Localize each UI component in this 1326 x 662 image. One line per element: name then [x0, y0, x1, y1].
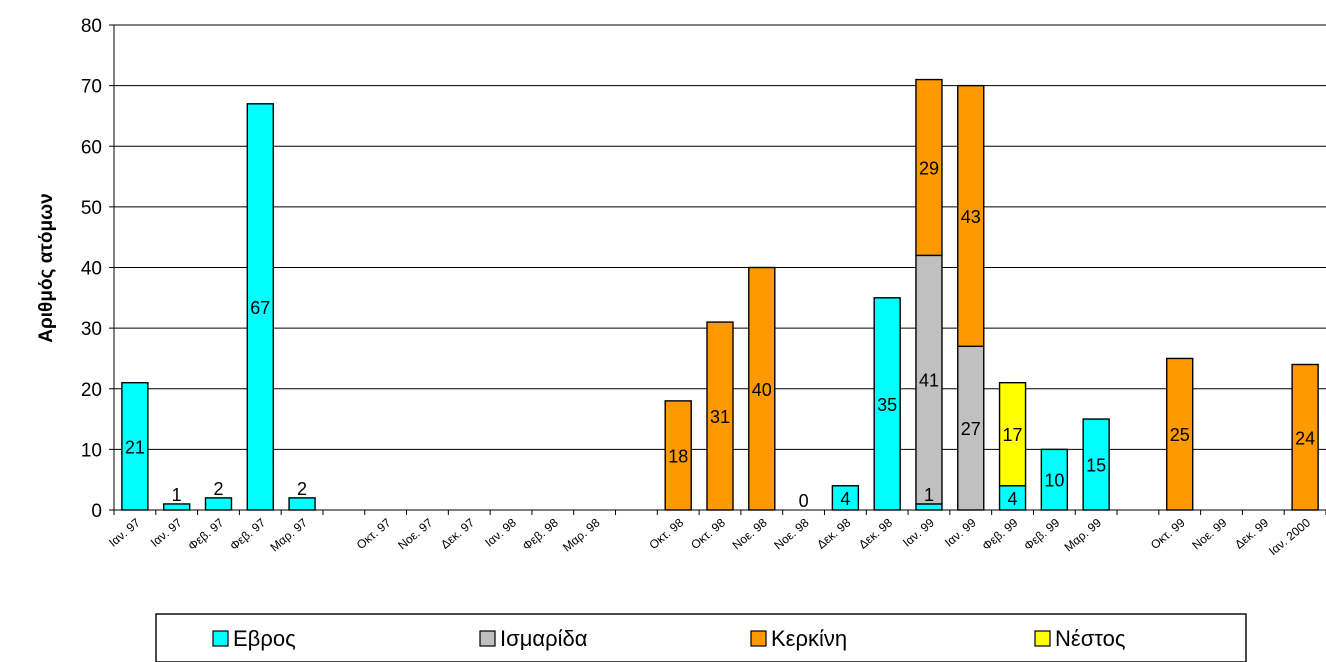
- x-tick-label: Οκτ. 99: [1148, 515, 1188, 552]
- y-axis-ticks: 0 10 20 30 40 50 60 70 80: [81, 16, 114, 522]
- data-label: 2: [297, 479, 307, 499]
- x-tick-label: Ιαν. 97: [148, 515, 185, 549]
- x-tick-label: Μαρ. 97: [267, 515, 310, 554]
- x-tick-label: Οκτ. 98: [646, 515, 686, 552]
- y-tick-label: 30: [81, 319, 102, 340]
- axes: [113, 25, 1326, 511]
- bar: [1040, 448, 1069, 511]
- data-label: 29: [919, 158, 939, 178]
- bar: [246, 103, 274, 511]
- bar: [204, 497, 233, 511]
- y-axis-title: Αριθμός ατόμων: [36, 193, 57, 342]
- x-tick-label: Ιαν. 99: [942, 515, 979, 549]
- x-tick-label: Φεβ. 99: [979, 515, 1020, 553]
- legend-swatch: [479, 630, 496, 647]
- data-label: 43: [961, 207, 981, 227]
- x-axis-ticks: Ιαν. 97 Ιαν. 97 Φεβ. 97 Φεβ. 97 Μαρ. 97 Οκτ. …: [106, 510, 1326, 558]
- y-tick-label: 60: [81, 137, 102, 158]
- data-label: 35: [877, 395, 897, 415]
- bar: [288, 497, 316, 511]
- bar: [915, 254, 943, 505]
- x-tick-label: Οκτ. 98: [688, 515, 728, 552]
- data-label: 0: [799, 491, 809, 511]
- y-tick-label: 0: [91, 501, 102, 522]
- bars: [121, 78, 1319, 511]
- y-tick-label: 80: [81, 16, 102, 37]
- data-label: 67: [250, 298, 270, 318]
- y-tick-label: 40: [81, 259, 102, 280]
- legend-label: Ισμαρίδα: [500, 626, 588, 651]
- y-tick-label: 70: [81, 77, 102, 98]
- bar: [915, 78, 943, 257]
- data-label: 25: [1170, 425, 1190, 445]
- bar: [1166, 357, 1194, 511]
- x-tick-label: Μαρ. 98: [560, 515, 603, 554]
- x-tick-label: Φεβ. 97: [227, 515, 268, 553]
- data-label: 40: [752, 380, 772, 400]
- bar: [957, 84, 985, 348]
- x-tick-label: Νοε. 99: [1189, 515, 1229, 552]
- y-tick-label: 20: [81, 380, 102, 401]
- data-label: 17: [1003, 425, 1023, 445]
- bar: [706, 321, 734, 511]
- legend-label: Νέστος: [1055, 626, 1126, 651]
- y-tick-label: 10: [81, 440, 102, 461]
- x-tick-label: Δεκ. 97: [438, 515, 477, 551]
- x-tick-label: Φεβ. 99: [1021, 515, 1062, 553]
- x-tick-label: Δεκ. 98: [814, 515, 853, 551]
- legend-swatch: [1034, 630, 1051, 647]
- y-tick-label: 50: [81, 198, 102, 219]
- data-label: 31: [710, 407, 730, 427]
- data-label: 1: [172, 485, 182, 505]
- data-label: 41: [919, 371, 939, 391]
- data-label: 2: [213, 479, 223, 499]
- legend-swatch: [212, 630, 229, 647]
- x-tick-label: Νοε. 98: [771, 515, 811, 552]
- x-tick-label: Οκτ. 97: [354, 515, 394, 552]
- x-tick-label: Δεκ. 99: [1232, 515, 1271, 551]
- legend-label: Κερκίνη: [771, 626, 847, 651]
- data-labels: 21 1 2 67 2 18 31 40 0 4 35 1 41 29 27 43 4 17 10 15 25 24: [125, 158, 1315, 511]
- data-label: 21: [125, 437, 145, 457]
- legend-label: Εβρος: [233, 626, 296, 651]
- data-label: 10: [1044, 471, 1064, 491]
- data-label: 4: [1008, 489, 1018, 509]
- x-tick-label: Ιαν. 99: [900, 515, 937, 549]
- x-tick-label: Μαρ. 99: [1062, 515, 1105, 554]
- bar: [873, 297, 901, 511]
- bar: [1291, 363, 1319, 511]
- x-tick-label: Φεβ. 97: [185, 515, 226, 553]
- data-label: 24: [1295, 428, 1315, 448]
- x-tick-label: Δεκ. 98: [856, 515, 895, 551]
- data-label: 18: [668, 446, 688, 466]
- bar: [1082, 418, 1110, 511]
- x-tick-label: Νοε. 98: [730, 515, 770, 552]
- x-tick-label: Ιαν. 98: [482, 515, 519, 549]
- data-label: 4: [840, 489, 850, 509]
- legend-box: [155, 613, 1247, 662]
- data-label: 27: [961, 419, 981, 439]
- x-tick-label: Ιαν. 97: [106, 515, 143, 549]
- data-label: 1: [924, 485, 934, 505]
- bar: [748, 266, 776, 511]
- bar: [998, 381, 1027, 487]
- legend: Εβρος Ισμαρίδα Κερκίνη Νέστος: [155, 613, 1247, 662]
- data-label: 15: [1086, 456, 1106, 476]
- x-tick-label: Ιαν. 2000: [1266, 515, 1313, 558]
- x-tick-label: Νοε. 97: [395, 515, 435, 552]
- x-tick-label: Φεβ. 98: [520, 515, 561, 553]
- bar: [664, 400, 692, 511]
- legend-swatch: [750, 630, 767, 647]
